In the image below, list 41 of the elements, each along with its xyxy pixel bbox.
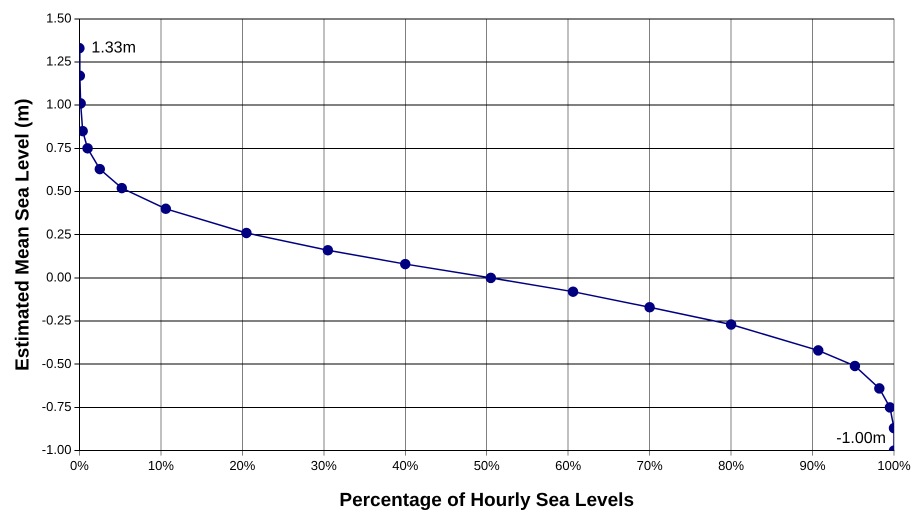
point	[568, 286, 578, 297]
point	[322, 244, 334, 256]
y-tick-label: -0.25	[42, 312, 72, 328]
point	[400, 258, 411, 270]
annotation: 1.33m	[91, 40, 136, 57]
y-tick-label: 0.25	[46, 226, 72, 242]
x-tick-label: 20%	[229, 458, 256, 473]
y-tick-label: 0.75	[46, 140, 72, 155]
point	[82, 143, 93, 154]
x-tick-label: 60%	[555, 458, 582, 473]
y-tick-label: 0.50	[46, 183, 72, 198]
y-axis-title: Estimated Mean Sea Level (m)	[12, 98, 34, 371]
x-tick-label: 50%	[474, 458, 500, 473]
x-tick-label: 80%	[718, 458, 745, 473]
x-tick-label: 70%	[636, 458, 664, 473]
point	[241, 228, 252, 238]
point	[874, 383, 885, 394]
point	[486, 272, 496, 284]
x-tick-label: 10%	[148, 458, 174, 473]
x-axis-title: Percentage of Hourly Sea Levels	[339, 490, 634, 511]
x-tick-label: 0%	[70, 458, 90, 473]
point	[884, 402, 894, 413]
x-tick-label: 100%	[877, 458, 912, 473]
point	[812, 345, 824, 356]
point	[644, 302, 655, 312]
x-tick-label: 90%	[800, 458, 826, 473]
point	[160, 204, 172, 214]
x-tick-label: 30%	[310, 458, 338, 473]
y-tick-label: 1.50	[46, 10, 72, 26]
x-tick-label: 40%	[392, 458, 419, 473]
y-tick-label: 0.00	[46, 269, 72, 284]
y-tick-label: 1.00	[46, 96, 72, 112]
y-tick-label: -0.75	[42, 399, 72, 414]
y-tick-label: -0.50	[42, 356, 72, 371]
point	[116, 182, 128, 194]
point	[850, 360, 860, 372]
annotation: -1.00m	[836, 430, 886, 448]
point	[94, 164, 106, 174]
y-tick-label: 1.25	[46, 54, 72, 69]
y-tick-label: -1.00	[42, 442, 72, 458]
point	[726, 319, 736, 330]
